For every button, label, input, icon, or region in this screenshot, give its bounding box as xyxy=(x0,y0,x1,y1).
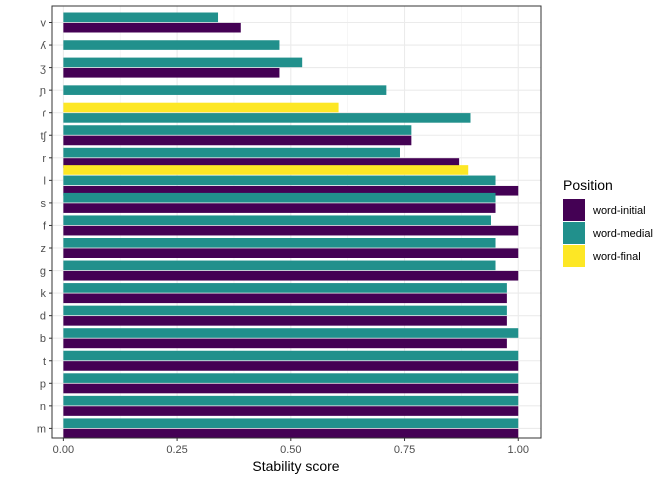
bar-word-medial-14 xyxy=(63,305,507,316)
bar-word-medial-10 xyxy=(63,215,491,226)
y-tick-label: p xyxy=(40,378,46,390)
y-tick-label: d xyxy=(40,311,46,323)
bar-word-medial-18 xyxy=(63,395,519,406)
legend-label-word-medial: word-medial xyxy=(592,228,653,240)
y-tick-label: ɲ xyxy=(39,85,46,97)
y-tick-label: ɾ xyxy=(42,108,46,120)
bar-word-initial-16 xyxy=(63,361,519,371)
bar-word-initial-19 xyxy=(63,428,519,439)
x-tick-label: 1.00 xyxy=(508,444,529,456)
bar-word-medial-4 xyxy=(63,85,387,95)
legend-key-word-initial xyxy=(563,199,585,221)
bar-word-medial-6 xyxy=(63,125,412,135)
legend-key-word-final xyxy=(563,245,585,267)
bar-word-medial-1 xyxy=(63,12,219,23)
bar-word-medial-9 xyxy=(63,192,496,203)
bar-word-medial-2 xyxy=(63,40,280,50)
legend: Position word-initial word-medial word-fin… xyxy=(563,177,653,267)
y-tick-label: s xyxy=(41,198,47,210)
bar-word-initial-1 xyxy=(63,22,241,33)
y-tick-label: z xyxy=(41,243,47,255)
bars xyxy=(63,12,519,439)
y-tick-label: k xyxy=(41,288,47,300)
bar-word-initial-13 xyxy=(63,293,507,304)
y-tick-label: n xyxy=(40,401,46,413)
bar-word-medial-7 xyxy=(63,147,400,158)
bar-word-medial-16 xyxy=(63,350,519,361)
y-tick-label: f xyxy=(43,220,47,232)
grid-lines xyxy=(52,6,541,438)
bar-word-initial-8 xyxy=(63,185,519,196)
y-tick-label: ʎ xyxy=(41,40,47,52)
bar-word-initial-14 xyxy=(63,316,507,326)
bar-word-final-8 xyxy=(63,165,469,175)
bar-word-medial-8 xyxy=(63,175,496,186)
y-tick-label: tʃ xyxy=(41,130,48,142)
bar-word-medial-11 xyxy=(63,238,496,248)
y-tick-label: ʒ xyxy=(40,63,46,75)
x-tick-label: 0.25 xyxy=(166,444,187,456)
bar-word-medial-12 xyxy=(63,260,496,271)
bar-word-initial-18 xyxy=(63,406,519,416)
x-axis-title: Stability score xyxy=(252,458,339,474)
y-tick-label: b xyxy=(40,333,46,345)
bar-word-medial-17 xyxy=(63,373,519,383)
bar-word-medial-19 xyxy=(63,418,519,428)
x-tick-label: 0.75 xyxy=(394,444,415,456)
bar-word-medial-15 xyxy=(63,328,519,338)
bar-word-medial-5 xyxy=(63,113,471,123)
bar-word-initial-12 xyxy=(63,270,519,281)
bar-word-initial-17 xyxy=(63,383,519,394)
y-tick-label: v xyxy=(41,18,47,30)
bar-word-medial-13 xyxy=(63,283,507,293)
bar-word-final-5 xyxy=(63,102,339,113)
bar-word-initial-7 xyxy=(63,158,460,168)
y-tick-label: r xyxy=(42,153,46,165)
y-tick-label: m xyxy=(37,423,46,435)
x-tick-label: 0.00 xyxy=(53,444,74,456)
legend-label-word-final: word-final xyxy=(592,251,641,263)
legend-label-word-initial: word-initial xyxy=(592,205,646,217)
legend-title: Position xyxy=(563,177,613,193)
x-tick-label: 0.50 xyxy=(280,444,301,456)
bar-word-initial-9 xyxy=(63,203,496,213)
bar-word-initial-3 xyxy=(63,68,280,78)
y-tick-label: g xyxy=(40,266,46,278)
y-tick-label: l xyxy=(44,175,46,187)
bar-word-initial-11 xyxy=(63,248,519,258)
bar-word-initial-10 xyxy=(63,225,519,236)
legend-key-word-medial xyxy=(563,222,585,244)
plot-panel-border xyxy=(51,5,542,439)
bar-word-initial-15 xyxy=(63,338,507,349)
bar-word-initial-6 xyxy=(63,135,412,146)
bar-word-medial-3 xyxy=(63,57,303,68)
y-tick-label: t xyxy=(43,356,46,368)
